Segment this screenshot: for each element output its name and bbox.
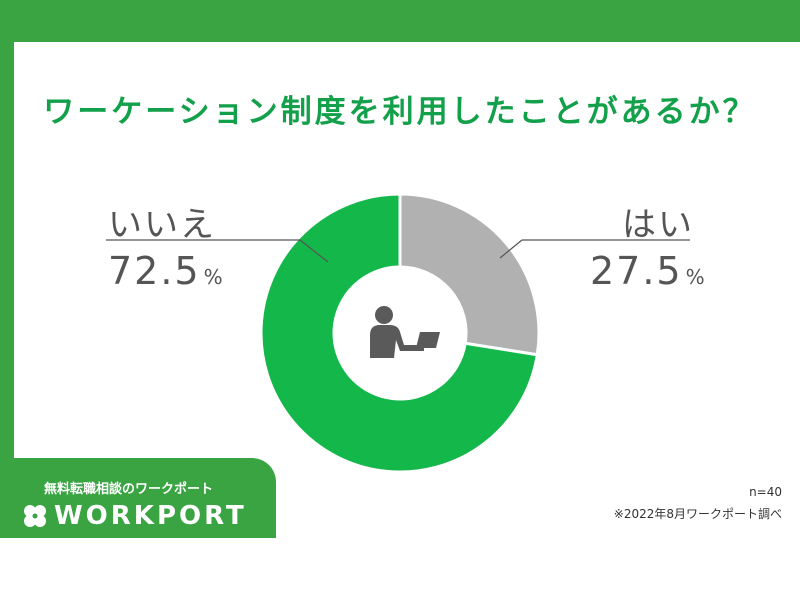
brand-panel <box>0 458 276 538</box>
percentage-yes-unit: % <box>685 265 705 289</box>
percentage-no-value: 72.5 <box>108 249 201 293</box>
brand-tagline: 無料転職相談のワークポート <box>44 482 214 497</box>
leader-line-yes-diagonal <box>499 239 523 259</box>
brand-name: WORKPORT <box>54 501 247 531</box>
clover-icon <box>24 505 46 527</box>
label-yes: はい <box>622 205 694 245</box>
percentage-no: 72.5% <box>108 249 223 293</box>
chart-title: ワーケーション制度を利用したことがあるか？ <box>43 94 757 130</box>
brand-logo: WORKPORT <box>22 501 247 531</box>
source-note: ※2022年8月ワークポート調べ <box>613 507 782 521</box>
leader-line-no-diagonal <box>299 239 329 263</box>
percentage-yes: 27.5% <box>590 249 705 293</box>
sample-size: n=40 <box>749 485 782 499</box>
percentage-no-unit: % <box>203 265 223 289</box>
percentage-yes-value: 27.5 <box>590 249 683 293</box>
label-no: いいえ <box>108 205 216 245</box>
person-at-laptop-icon <box>370 306 440 358</box>
